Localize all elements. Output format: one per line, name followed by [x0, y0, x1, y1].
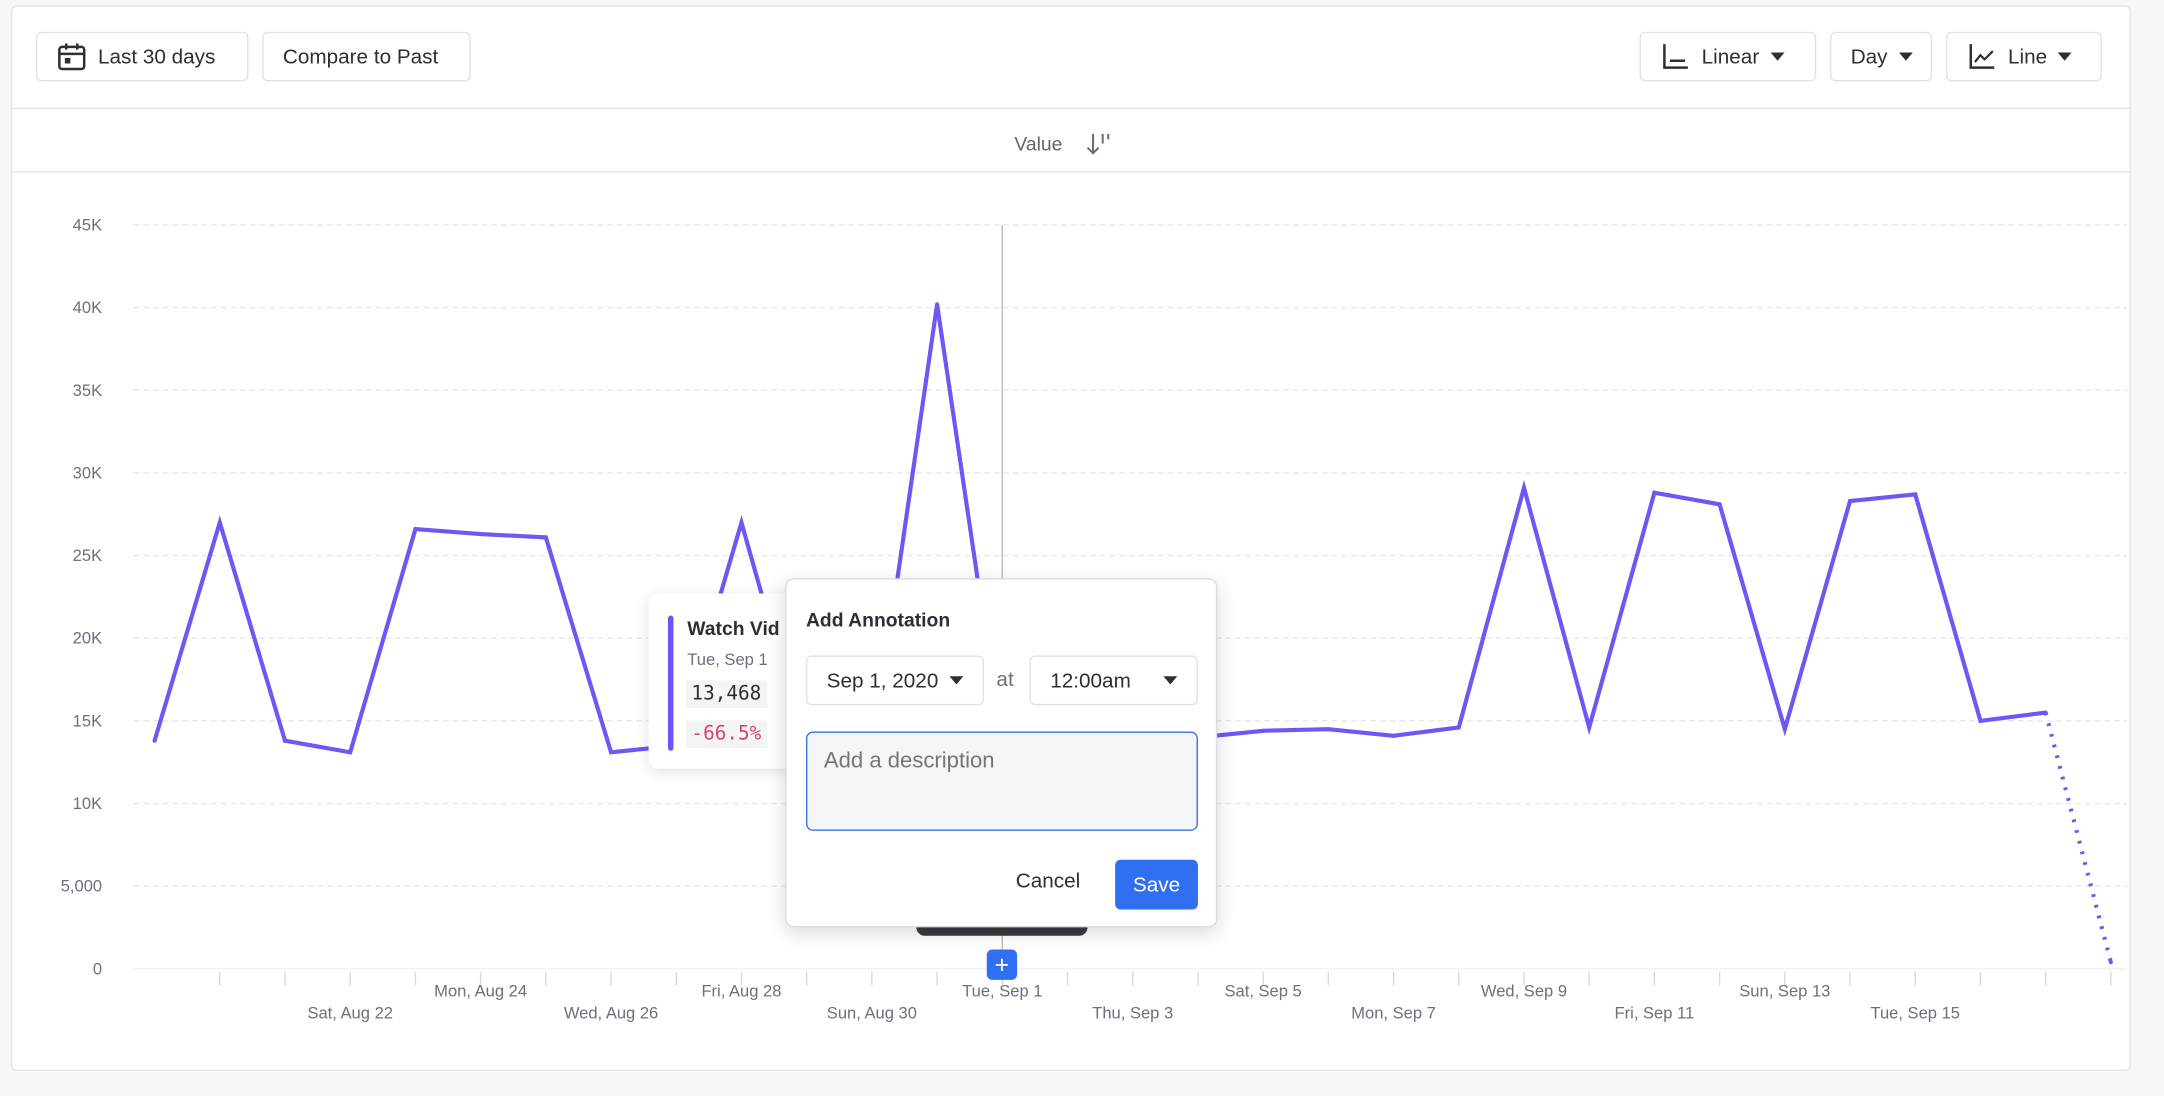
y-tick-label: 10K: [73, 794, 102, 813]
data-point: [2108, 960, 2113, 965]
y-tick-label: 35K: [73, 381, 102, 400]
y-tick-label: 30K: [73, 463, 102, 482]
data-point: [2043, 710, 2048, 715]
incomplete-series-segment: [2043, 712, 2113, 963]
tooltip-value: 13,468: [685, 680, 767, 708]
divider: [11, 107, 2130, 110]
x-tick-label: Mon, Sep 7: [1351, 1004, 1436, 1023]
x-tick-label: Tue, Sep 1: [962, 981, 1042, 1000]
data-point: [282, 738, 288, 743]
data-point: [608, 750, 614, 755]
line-chart-icon: [1969, 44, 1995, 69]
data-point: [478, 532, 483, 537]
x-tick-label: Sun, Aug 30: [827, 1004, 917, 1023]
data-point: [348, 750, 353, 755]
add-annotation-plus-icon[interactable]: +: [986, 949, 1018, 980]
x-tick-label: Sun, Sep 13: [1739, 981, 1830, 1000]
caret-down-icon: [1898, 52, 1913, 61]
y-tick-label: 5,000: [61, 877, 102, 896]
annotation-date-select[interactable]: Sep 1, 2020: [805, 655, 985, 706]
data-point: [152, 738, 157, 743]
data-point: [543, 535, 548, 540]
x-tick-label: Mon, Aug 24: [434, 981, 527, 1000]
x-tick-label: Sat, Sep 5: [1224, 981, 1301, 1000]
x-tick-label: Wed, Sep 9: [1481, 981, 1567, 1000]
annotation-date-value: Sep 1, 2020: [826, 668, 939, 693]
add-annotation-popup: Add Annotation Sep 1, 2020 at 12:00am Ca…: [785, 578, 1218, 928]
y-tick-label: 0: [93, 959, 102, 978]
tooltip-change: -66.5%: [685, 720, 767, 749]
caret-down-icon: [949, 676, 964, 685]
compare-to-past-button[interactable]: Compare to Past: [262, 31, 471, 82]
data-point: [1326, 727, 1331, 732]
data-point: [1587, 725, 1592, 730]
x-tick-label: Tue, Sep 15: [1870, 1004, 1960, 1023]
sort-icon[interactable]: [1084, 130, 1112, 158]
y-tick-label: 45K: [73, 215, 102, 234]
tooltip-date: Tue, Sep 1: [687, 650, 768, 670]
date-range-button[interactable]: Last 30 days: [35, 31, 249, 82]
data-point: [739, 520, 744, 525]
caret-down-icon: [1163, 676, 1178, 685]
at-label: at: [996, 667, 1014, 692]
save-button[interactable]: Save: [1115, 859, 1198, 910]
compare-label: Compare to Past: [282, 44, 439, 69]
data-point: [1847, 498, 1853, 504]
data-point: [1717, 502, 1722, 507]
y-tick-label: 15K: [73, 711, 102, 730]
popup-title: Add Annotation: [805, 608, 951, 631]
y-tick-label: 40K: [73, 298, 102, 317]
series-color-bar: [667, 615, 674, 751]
axis-icon: [1663, 44, 1688, 69]
cancel-button[interactable]: Cancel: [1015, 869, 1081, 893]
x-tick-label: Thu, Sep 3: [1092, 1004, 1173, 1023]
y-tick-label: 25K: [73, 546, 102, 565]
data-point: [1978, 718, 1983, 723]
data-point: [1782, 727, 1787, 732]
data-point: [217, 520, 222, 525]
chart-type-label: Line: [2008, 44, 2048, 69]
x-tick-label: Fri, Aug 28: [701, 981, 781, 1000]
caret-down-icon: [1770, 52, 1785, 61]
caret-down-icon: [2058, 52, 2073, 61]
data-point: [1521, 485, 1527, 490]
y-tick-label: 20K: [73, 629, 102, 648]
data-point: [1652, 490, 1657, 495]
data-point: [413, 527, 418, 532]
data-point: [1913, 492, 1918, 497]
column-header-label: Value: [1014, 132, 1063, 155]
divider: [11, 171, 2130, 173]
column-header[interactable]: Value: [1014, 130, 1112, 158]
date-range-label: Last 30 days: [97, 44, 216, 69]
interval-dropdown[interactable]: Day: [1830, 31, 1933, 82]
annotation-time-value: 12:00am: [1050, 668, 1131, 693]
interval-label: Day: [1850, 44, 1888, 69]
scale-dropdown[interactable]: Linear: [1639, 31, 1817, 82]
scale-label: Linear: [1701, 44, 1760, 69]
annotation-description-input[interactable]: [805, 731, 1198, 831]
data-point: [1261, 728, 1266, 733]
data-point: [1456, 725, 1461, 730]
x-tick-label: Fri, Sep 11: [1615, 1004, 1695, 1023]
data-point: [935, 302, 940, 307]
tooltip-series-name: Watch Vid: [687, 616, 780, 639]
data-point: [1391, 733, 1396, 738]
calendar-icon: [58, 43, 86, 71]
x-tick-label: Sat, Aug 22: [307, 1004, 393, 1023]
chart-type-dropdown[interactable]: Line: [1945, 31, 2102, 82]
x-tick-label: Wed, Aug 26: [564, 1004, 658, 1023]
annotation-time-select[interactable]: 12:00am: [1029, 655, 1198, 706]
